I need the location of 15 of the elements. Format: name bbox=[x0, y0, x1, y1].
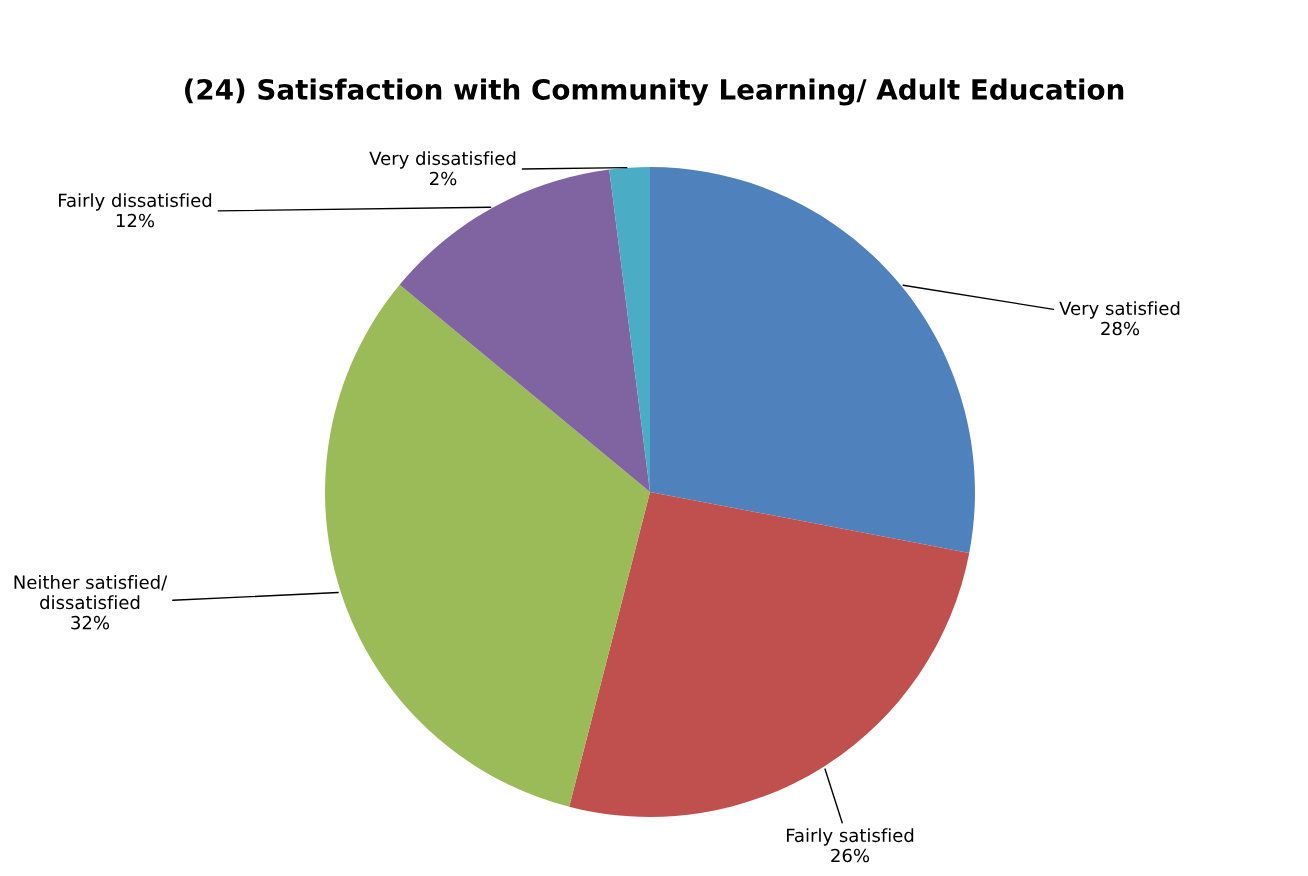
data-label: 26% bbox=[831, 848, 870, 863]
chart-title: (24) Satisfaction with Community Learning/ Adult Education bbox=[185, 78, 1124, 106]
slice-label: Fairly satisfied bbox=[786, 828, 914, 846]
data-label: 28% bbox=[1101, 321, 1140, 336]
data-label: 12% bbox=[116, 213, 155, 228]
pie-slice bbox=[399, 169, 650, 492]
data-label: 32% bbox=[71, 615, 110, 630]
slice-label: Very dissatisfied bbox=[369, 151, 516, 169]
data-label: 2% bbox=[430, 171, 457, 186]
pie-slice bbox=[569, 492, 970, 817]
slice-label: Neither satisfied/ dissatisfied bbox=[14, 575, 168, 610]
pie-slice bbox=[325, 284, 650, 807]
slice-label: Very satisfied bbox=[1059, 301, 1180, 319]
slice-label: Fairly dissatisfied bbox=[59, 193, 212, 211]
pie-slice bbox=[650, 167, 975, 553]
